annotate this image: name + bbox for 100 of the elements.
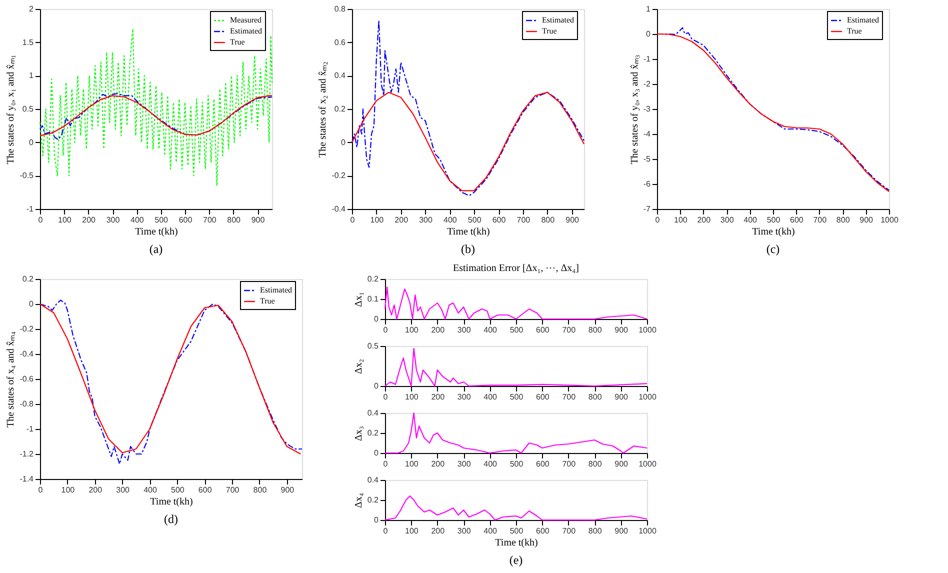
y-tick-label: -1.4: [20, 474, 34, 484]
y-tick-label: -0.5: [20, 171, 34, 180]
x-tick-label: 400: [744, 216, 758, 224]
x-tick-label: 0: [383, 460, 388, 468]
y-axis-title: The states of y₀, x₁ and x̂ₘ₁: [6, 54, 17, 164]
x-tick-label: 500: [510, 460, 524, 468]
x-tick-label: 0: [38, 486, 44, 494]
legend-label: Measured: [230, 16, 262, 24]
x-tick-label: 900: [860, 216, 874, 224]
x-tick-label: 600: [492, 216, 506, 224]
x-tick-label: 0: [655, 216, 660, 224]
y-tick-label: -1: [26, 204, 34, 214]
x-tick-label: 700: [562, 460, 576, 468]
x-tick-label: 100: [58, 216, 72, 224]
y-tick-label: -1.2: [20, 450, 34, 458]
x-tick-label: 400: [484, 460, 498, 468]
x-tick-label: 100: [405, 392, 419, 402]
x-axis-title: Time t(kh): [752, 226, 795, 238]
y-tick-label: 0.2: [334, 104, 346, 114]
y-tick-label: 0: [646, 30, 652, 38]
x-tick-label: 1000: [638, 526, 657, 536]
y-tick-label: -6: [643, 180, 652, 188]
y-axis-title: The states of y₀, x₃ and x̂ₘ₃: [629, 54, 640, 164]
y-tick-label: -5: [643, 154, 652, 164]
x-tick-label: 500: [154, 216, 169, 224]
y-tick-label: 0: [341, 138, 346, 147]
y-tick-label: 0.2: [367, 496, 380, 504]
x-tick-label: 500: [170, 486, 185, 494]
x-tick-label: 700: [516, 216, 531, 224]
x-tick-label: 700: [226, 486, 240, 494]
x-tick-label: 1000: [880, 216, 899, 224]
legend-label: True: [542, 26, 558, 36]
y-tick-label: -7: [643, 204, 652, 214]
x-tick-label: 200: [431, 460, 446, 468]
y-tick-label: 0: [374, 448, 380, 458]
y-tick-label: -1: [26, 424, 34, 434]
legend-label: True: [230, 38, 246, 46]
y-tick-label: 0: [374, 382, 380, 390]
y-tick-label: -1: [643, 54, 652, 64]
y-tick-label: 0.5: [22, 104, 34, 114]
y-tick-label: 0: [29, 300, 34, 308]
x-tick-label: 600: [198, 486, 212, 494]
y-tick-label: -4: [643, 130, 652, 138]
y-axis-title: Δx₄: [353, 492, 364, 508]
x-tick-label: 900: [251, 216, 266, 224]
text: (a): [149, 242, 163, 256]
x-tick-label: 100: [674, 216, 688, 224]
y-tick-label: 0.5: [367, 342, 380, 350]
x-tick-label: 500: [468, 216, 482, 224]
x-tick-label: 100: [405, 526, 419, 536]
x-tick-label: 100: [370, 216, 384, 224]
y-tick-label: 0.2: [367, 428, 380, 438]
x-tick-label: 100: [405, 460, 419, 468]
x-tick-label: 800: [588, 326, 602, 334]
x-tick-label: 900: [566, 216, 580, 224]
x-tick-label: 500: [766, 216, 781, 224]
legend-label: True: [260, 296, 276, 306]
y-tick-label: 0: [374, 516, 380, 524]
y-axis-title: Δx₂: [353, 359, 364, 374]
y-axis-title: The states of x₂ and x̂ₘ₂: [318, 61, 329, 158]
x-tick-label: 200: [431, 326, 446, 334]
x-tick-label: 100: [405, 326, 419, 334]
x-tick-label: 800: [227, 216, 242, 224]
x-tick-label: 800: [836, 216, 850, 224]
x-tick-label: 1000: [638, 460, 657, 468]
y-tick-label: 1.5: [22, 38, 34, 47]
x-tick-label: 0: [383, 392, 388, 402]
chart-title: Estimation Error [Δx₁, ⋯, Δx₄]: [453, 263, 579, 274]
x-axis-title: Time t(kh): [495, 538, 538, 548]
text: (d): [164, 512, 178, 526]
x-tick-label: 100: [61, 486, 76, 494]
x-tick-label: 900: [614, 392, 629, 402]
x-tick-label: 200: [697, 216, 712, 224]
y-axis-title: Δx₁: [353, 292, 364, 307]
y-tick-label: 0.6: [334, 38, 346, 47]
y-tick-label: 0.4: [334, 71, 346, 80]
x-axis-title: Time t(kh): [135, 226, 178, 238]
x-tick-label: 1000: [638, 392, 657, 402]
x-tick-label: 900: [614, 460, 629, 468]
y-tick-label: 0.2: [367, 274, 380, 284]
x-axis-title: Time t(kh): [150, 496, 193, 508]
x-tick-label: 200: [88, 486, 103, 494]
x-tick-label: 500: [510, 326, 524, 334]
x-tick-label: 0: [350, 216, 356, 224]
x-tick-label: 300: [457, 526, 472, 536]
x-tick-label: 300: [457, 460, 472, 468]
y-tick-label: -0.4: [20, 350, 34, 358]
line-series: [39, 28, 273, 186]
y-tick-label: 1: [29, 71, 34, 80]
x-tick-label: 900: [280, 486, 295, 494]
y-tick-label: 1: [646, 4, 652, 14]
x-tick-label: 200: [431, 392, 446, 402]
x-tick-label: 600: [536, 392, 550, 402]
x-tick-label: 700: [562, 392, 576, 402]
x-tick-label: 600: [536, 460, 550, 468]
y-tick-label: 0.4: [367, 476, 380, 484]
x-tick-label: 300: [116, 486, 130, 494]
text: (e): [509, 553, 523, 567]
y-tick-label: -0.6: [20, 374, 34, 384]
legend-label: Estimated: [260, 286, 292, 294]
